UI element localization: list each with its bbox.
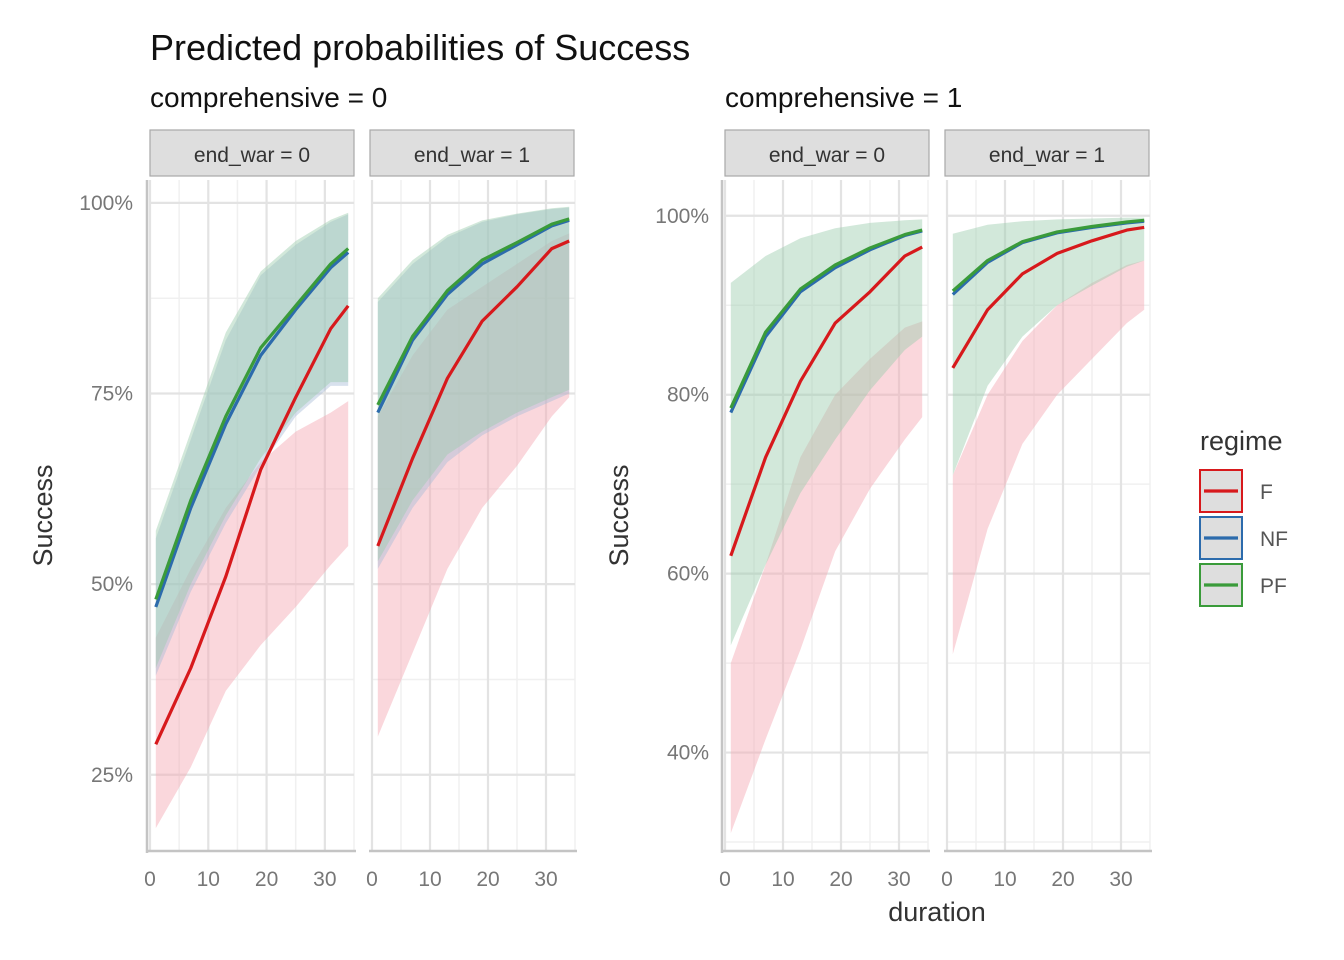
facet-grid: comprehensive = 0 Success 25% 50% 75% 100% end…	[28, 82, 1152, 927]
series-line-pf	[951, 218, 1145, 293]
facet-0-0: end_war = 0 0 10 20 30	[144, 129, 356, 891]
y-tick-label: 50%	[91, 573, 133, 596]
series-line-f	[376, 239, 570, 547]
panel-1: comprehensive = 1 Success 40% 60% 80% 100% end…	[604, 82, 1152, 891]
series-line-pf	[376, 217, 570, 406]
x-tick-label: 10	[418, 868, 441, 891]
x-tick-label: 30	[534, 868, 557, 891]
facet-strip	[149, 129, 355, 177]
facet-strip-label: end_war = 0	[769, 144, 885, 167]
y-tick-label: 60%	[667, 563, 709, 586]
legend-title: regime	[1200, 426, 1283, 456]
panel-subtitle: comprehensive = 1	[725, 82, 962, 113]
x-tick-label: 20	[829, 868, 852, 891]
series-line-f	[154, 304, 350, 745]
series-line-pf	[154, 247, 350, 600]
x-tick-label: 30	[1109, 868, 1132, 891]
x-tick-label: 0	[366, 868, 378, 891]
facet-strip	[724, 129, 930, 177]
confidence-band-f	[730, 321, 923, 834]
legend: regime F NF PF	[1199, 426, 1288, 607]
confidence-band-pf	[952, 217, 1145, 476]
series-line-nf	[154, 251, 350, 608]
confidence-band-nf	[377, 207, 570, 569]
y-tick-label: 40%	[667, 742, 709, 765]
x-tick-label: 20	[255, 868, 278, 891]
y-tick-label: 100%	[79, 192, 133, 215]
facet-strip-label: end_war = 1	[414, 144, 530, 167]
y-tick-label: 100%	[655, 205, 709, 228]
y-axis-title: Success	[28, 464, 58, 566]
confidence-band-f	[155, 401, 349, 829]
series-line-f	[951, 225, 1145, 369]
x-tick-label: 10	[771, 868, 794, 891]
legend-label-nf: NF	[1260, 528, 1288, 551]
x-tick-label: 30	[313, 868, 336, 891]
confidence-band-pf	[730, 219, 923, 646]
legend-label-f: F	[1260, 481, 1273, 504]
x-tick-label: 30	[887, 868, 910, 891]
facet-strip	[944, 129, 1150, 177]
x-tick-label: 0	[941, 868, 953, 891]
y-tick-label: 75%	[91, 383, 133, 406]
facet-strip-label: end_war = 1	[989, 144, 1105, 167]
confidence-band-pf	[377, 206, 570, 562]
x-tick-label: 20	[476, 868, 499, 891]
confidence-band-pf	[155, 212, 349, 669]
x-axis-title: duration	[888, 897, 986, 927]
facet-1-1: end_war = 1 0 10 20 30	[941, 129, 1152, 891]
y-tick-label: 80%	[667, 384, 709, 407]
confidence-band-f	[952, 260, 1145, 655]
x-tick-label: 0	[719, 868, 731, 891]
x-tick-label: 0	[144, 868, 156, 891]
x-tick-label: 10	[993, 868, 1016, 891]
confidence-band-nf	[155, 214, 349, 676]
y-axis-title: Success	[604, 464, 634, 566]
facet-0-1: end_war = 1 0 10 20 30	[366, 129, 577, 891]
facet-1-0: end_war = 0 0 10 20 30	[719, 129, 930, 891]
x-tick-label: 20	[1051, 868, 1074, 891]
facet-strip	[369, 129, 575, 177]
series-line-f	[729, 245, 923, 557]
x-tick-label: 10	[197, 868, 220, 891]
series-line-pf	[729, 228, 923, 409]
chart-title: Predicted probabilities of Success	[150, 27, 690, 68]
y-tick-label: 25%	[91, 764, 133, 787]
facet-strip-label: end_war = 0	[194, 144, 310, 167]
panel-0: comprehensive = 0 Success 25% 50% 75% 100% end…	[28, 82, 577, 891]
panel-subtitle: comprehensive = 0	[150, 82, 387, 113]
legend-label-pf: PF	[1260, 575, 1287, 598]
confidence-band-f	[377, 233, 570, 737]
